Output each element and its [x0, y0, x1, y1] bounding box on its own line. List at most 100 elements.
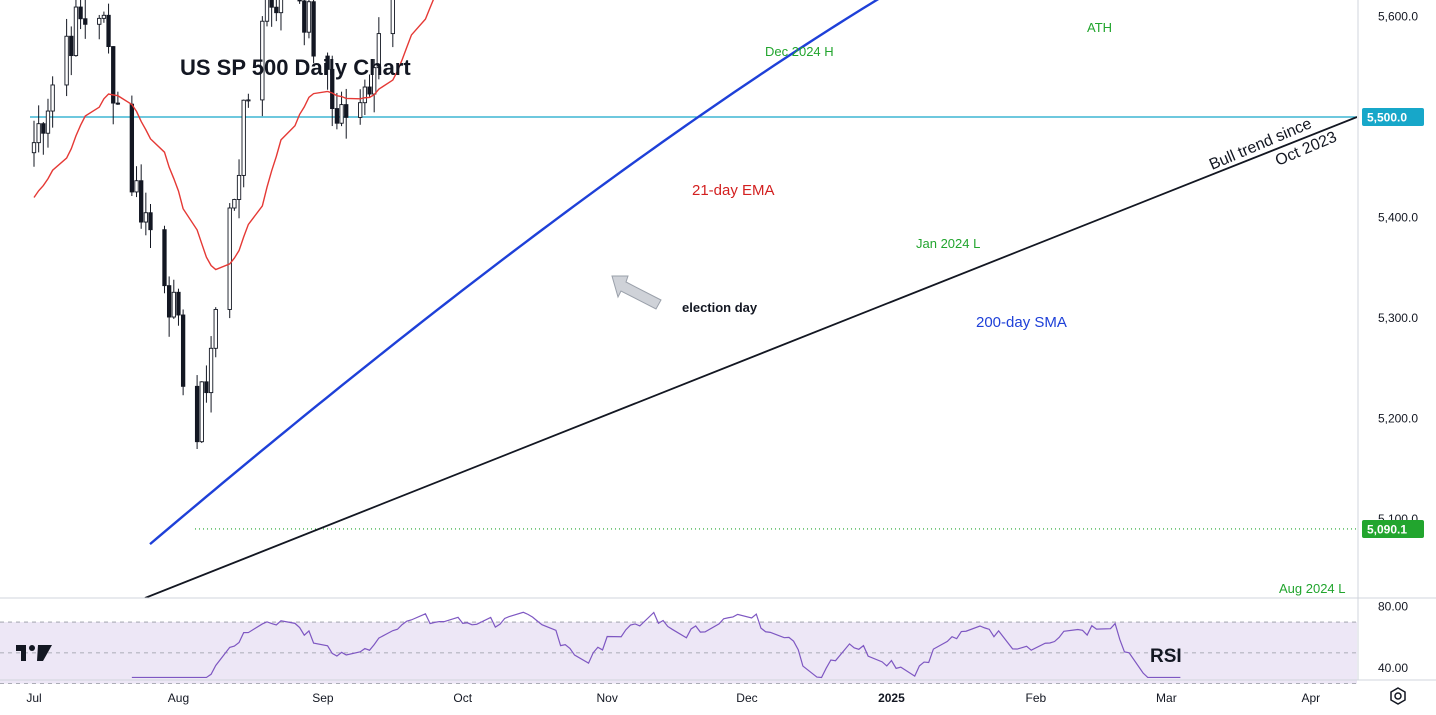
candle-body: [162, 229, 167, 287]
candle: [204, 365, 209, 403]
label-election-day: election day: [682, 300, 758, 315]
candle-body: [241, 99, 246, 176]
candle: [171, 279, 176, 319]
candle-body: [69, 35, 74, 57]
price-tick-label: 5,400.0: [1378, 211, 1418, 225]
time-tick-label: Aug: [168, 691, 189, 705]
candle: [227, 203, 232, 319]
candle-body: [111, 46, 116, 104]
time-tick-label: Feb: [1026, 691, 1047, 705]
price-badge-bg: [1362, 519, 1424, 538]
candle: [69, 26, 74, 76]
candle: [246, 93, 251, 108]
candle: [311, 0, 316, 64]
candle-body: [390, 0, 395, 35]
candle-body: [367, 86, 372, 95]
candle: [45, 98, 51, 148]
candle: [260, 16, 265, 117]
time-tick-label: Oct: [453, 691, 472, 705]
candle: [390, 0, 395, 48]
time-tick-label: Mar: [1156, 691, 1177, 705]
candle-body: [199, 381, 204, 443]
candle-body: [362, 86, 368, 104]
candle: [236, 159, 242, 219]
candle-body: [64, 35, 69, 86]
candle: [330, 55, 335, 127]
rsi-label: RSI: [1150, 646, 1182, 667]
candle: [111, 46, 116, 125]
candle-body: [278, 0, 284, 14]
candle-body: [325, 55, 330, 70]
candle: [325, 52, 330, 90]
time-axis[interactable]: Jul Aug Sep Oct Nov Dec 2025 Feb Mar Apr: [0, 679, 1436, 705]
candle: [41, 122, 46, 155]
settings-icon[interactable]: [1384, 684, 1412, 708]
candle: [306, 0, 312, 39]
time-tick-label: 2025: [878, 691, 905, 705]
candle: [139, 164, 144, 229]
sma-200-line: [149, 0, 879, 546]
chart-title: US SP 500 Daily Chart: [180, 55, 411, 80]
candle-body: [358, 102, 363, 118]
election-day-arrow: [611, 275, 662, 310]
candle-body: [208, 347, 214, 394]
time-tick-label: Sep: [312, 691, 334, 705]
candle: [297, 0, 302, 4]
candle-body: [171, 291, 176, 318]
price-tick-label: 5,300.0: [1378, 311, 1418, 325]
candle-body: [101, 14, 107, 19]
candle-body: [41, 123, 46, 134]
price-tick-label: 5,200.0: [1378, 412, 1418, 426]
candle: [115, 91, 121, 105]
label-dec-high: Dec 2024 H: [765, 44, 834, 59]
candle: [162, 225, 167, 294]
price-badge: 5,090.1: [1362, 519, 1424, 538]
candle-body: [78, 6, 83, 20]
candle-body: [148, 212, 153, 231]
candle-body: [339, 104, 344, 124]
candle-body: [232, 199, 237, 209]
candle-body: [311, 1, 316, 57]
rsi-tick-label: 80.00: [1378, 600, 1408, 614]
candle-body: [83, 18, 88, 25]
candle-body: [180, 314, 186, 387]
candle: [64, 18, 69, 97]
candle-body: [45, 110, 51, 134]
candle-body: [227, 207, 232, 310]
candle-body: [269, 0, 274, 8]
candle-body: [213, 309, 218, 349]
moving-averages: [33, 0, 879, 546]
candle: [50, 76, 55, 128]
candle: [148, 203, 153, 249]
candle: [166, 276, 172, 337]
candle: [367, 74, 372, 97]
price-badge-bg: [1362, 108, 1424, 126]
candle: [213, 307, 218, 358]
candle-body: [50, 84, 55, 112]
candle-body: [260, 20, 265, 101]
candle: [241, 99, 246, 188]
candle: [344, 88, 349, 139]
candle: [143, 192, 148, 236]
candle: [129, 95, 135, 197]
label-jan-low: Jan 2024 L: [916, 236, 980, 251]
price-badge: 5,500.0: [1362, 108, 1424, 126]
label-ath: ATH: [1087, 20, 1112, 35]
candle: [274, 0, 279, 22]
candle: [36, 105, 41, 153]
candle: [334, 92, 340, 130]
candle-body: [334, 108, 340, 124]
candle-body: [302, 0, 307, 33]
candle-body: [204, 381, 209, 394]
candle-body: [97, 17, 102, 25]
price-axis[interactable]: 6,200.06,100.06,000.05,900.05,800.05,700…: [1357, 0, 1424, 680]
candle: [97, 14, 102, 40]
candle: [199, 381, 204, 444]
candle: [302, 0, 307, 46]
candle-body: [297, 0, 302, 2]
time-tick-label: Nov: [597, 691, 618, 705]
time-tick-label: Apr: [1301, 691, 1320, 705]
candle-body: [129, 103, 135, 193]
